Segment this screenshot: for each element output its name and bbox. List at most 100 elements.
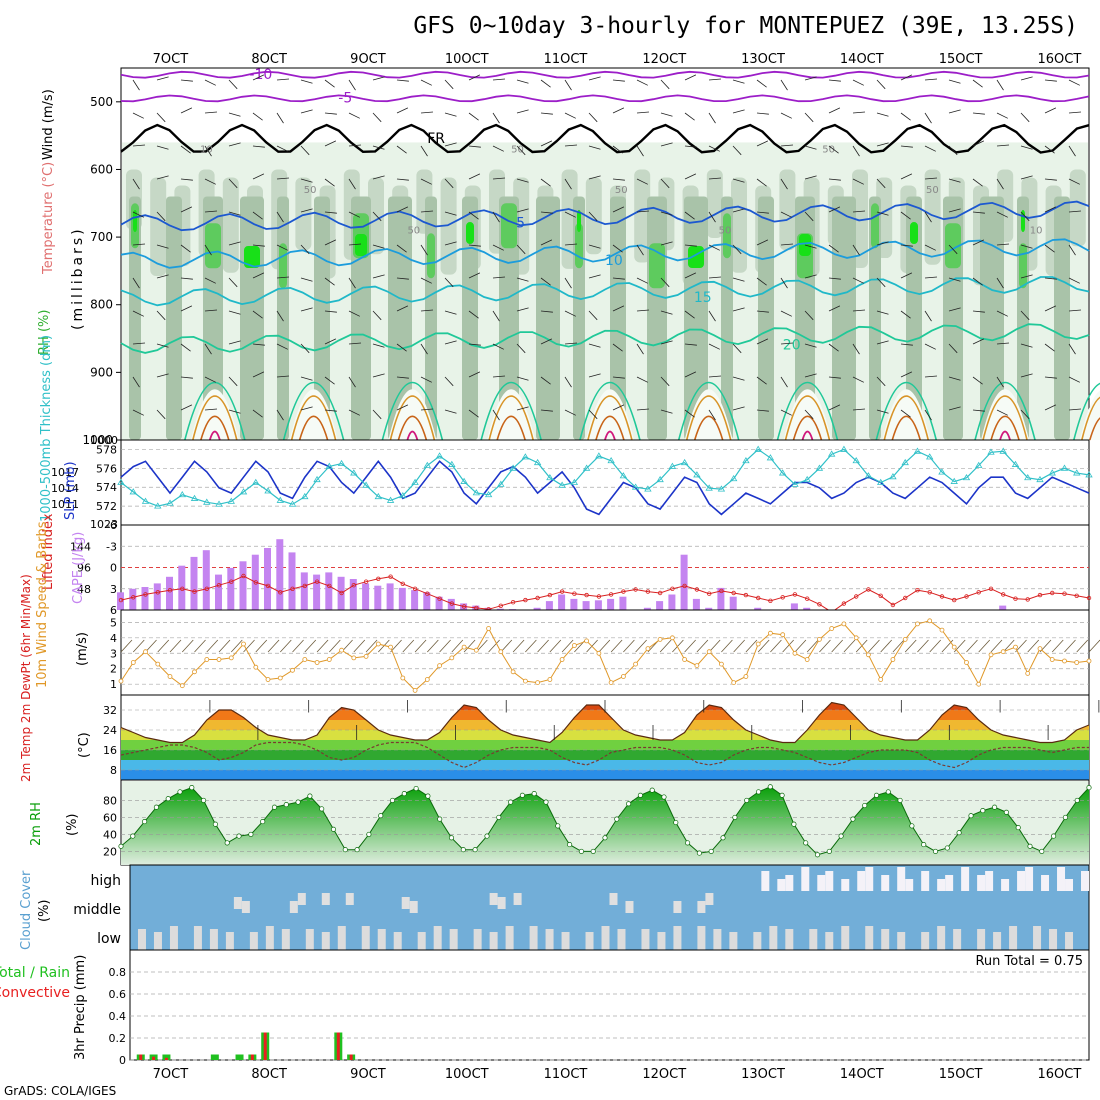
- low-cloud-gap: [281, 929, 290, 950]
- cape-bar: [692, 598, 700, 610]
- wind-barb: [732, 244, 742, 255]
- lifted-index-point: [1074, 593, 1079, 598]
- wind-speed-point: [682, 657, 687, 662]
- low-cloud-gap: [729, 932, 738, 950]
- wind-barb: [684, 74, 697, 81]
- wind-barb: [228, 79, 238, 90]
- rh2m-point: [401, 791, 407, 797]
- wind-speed-point: [1013, 644, 1018, 650]
- rh2m-point: [366, 831, 372, 837]
- isotherm-30-arch: [891, 415, 922, 441]
- low-cloud-gap: [865, 926, 874, 950]
- lifted-index-point: [1049, 590, 1055, 596]
- wind-barb: [468, 409, 479, 418]
- top-tick-7OCT: 7OCT: [153, 52, 189, 67]
- rh2m-panel: 20 40 60 80 2m RH (%): [29, 779, 1092, 866]
- wind-barb: [444, 112, 457, 117]
- surface-wind-barb: [917, 639, 929, 653]
- isotherm-label: -10: [249, 67, 272, 83]
- wind-barb: [972, 409, 985, 412]
- lifted-index-point: [559, 589, 565, 594]
- rh2m-point: [1015, 825, 1021, 831]
- surface-wind-barb: [120, 639, 133, 653]
- wind-speed-point: [890, 657, 896, 662]
- wind-barb: [996, 112, 1008, 119]
- wind-barb: [780, 243, 794, 246]
- surface-wind-barb: [929, 639, 942, 653]
- run-total: Run Total = 0.75: [975, 954, 1083, 969]
- wind-tick: 5: [110, 616, 117, 629]
- thickness-point: [386, 496, 395, 503]
- wind-barb: [420, 343, 428, 355]
- wind-barb: [900, 211, 911, 220]
- wind-speed-point: [277, 675, 283, 681]
- high-cloud-gap: [1065, 879, 1074, 891]
- rh-blob: [440, 177, 457, 275]
- thickness-point: [631, 483, 640, 490]
- high-cloud-gap: [817, 875, 826, 891]
- wind-barb: [660, 409, 673, 414]
- surface-wind-barb: [292, 639, 304, 653]
- low-cloud-gap: [953, 929, 962, 950]
- top-tick-9OCT: 9OCT: [350, 52, 386, 67]
- wind-speed-point: [645, 646, 651, 651]
- wind-barb: [1020, 145, 1033, 150]
- wind-barb: [372, 310, 382, 321]
- rh2m-point: [779, 792, 785, 798]
- lifted-index-point: [302, 583, 307, 589]
- mid-cloud-gap: [625, 901, 634, 913]
- wind-barb: [468, 310, 479, 319]
- wind-barb: [444, 211, 457, 216]
- wind-barb: [324, 239, 337, 246]
- wind-barb: [924, 409, 932, 421]
- wind-barb: [348, 277, 356, 289]
- wind-barb: [636, 376, 648, 383]
- thickness-point: [987, 448, 995, 455]
- surface-wind-barb: [378, 639, 390, 653]
- wind-barb: [684, 343, 697, 346]
- wind-barb: [468, 244, 481, 247]
- surface-wind-barb: [549, 639, 562, 653]
- surface-wind-barb: [439, 639, 451, 653]
- wind-barb: [636, 79, 648, 86]
- wind-barb: [852, 244, 860, 256]
- wind-speed-point: [939, 627, 945, 633]
- high-cloud-gap: [841, 879, 850, 891]
- wind-barb: [804, 112, 814, 123]
- cape-bar: [643, 607, 651, 610]
- rh-tick: 40: [103, 828, 117, 841]
- wind-barb: [684, 145, 697, 148]
- wind-barb: [876, 340, 889, 345]
- wind-barb: [540, 79, 551, 88]
- wind-barb: [204, 79, 216, 86]
- wind-barb: [492, 211, 500, 223]
- lifted-index-point: [854, 594, 859, 599]
- lifted-index-point: [1037, 592, 1043, 598]
- wind-barb: [660, 310, 673, 315]
- cape-bar: [239, 561, 247, 610]
- wind-barb: [756, 140, 769, 147]
- low-cloud-gap: [209, 929, 218, 950]
- rh2m-point: [212, 821, 218, 827]
- rh2m-point: [921, 842, 927, 848]
- high-cloud-gap: [985, 871, 994, 891]
- wind-barb: [468, 145, 481, 148]
- bottom-tick-7OCT: 7OCT: [153, 1067, 189, 1082]
- surface-wind-barb: [696, 639, 709, 653]
- wind-barb: [1044, 79, 1057, 82]
- wind-barb: [252, 112, 263, 121]
- thickness-point: [815, 464, 824, 471]
- wind-barb: [612, 79, 625, 82]
- wind-barb: [276, 244, 288, 251]
- wind-barb: [516, 277, 529, 282]
- wind-speed-point: [596, 650, 602, 656]
- rh2m-point: [968, 813, 974, 819]
- lifted-index-point: [376, 576, 381, 581]
- wind-barb: [564, 277, 572, 289]
- isotherm-line: [120, 276, 1090, 307]
- rh-tick: 20: [103, 845, 117, 858]
- wind-barb: [996, 376, 1004, 388]
- wind-speed-point: [743, 674, 749, 679]
- rh2m-point: [519, 792, 525, 798]
- surface-wind-barb: [684, 639, 696, 653]
